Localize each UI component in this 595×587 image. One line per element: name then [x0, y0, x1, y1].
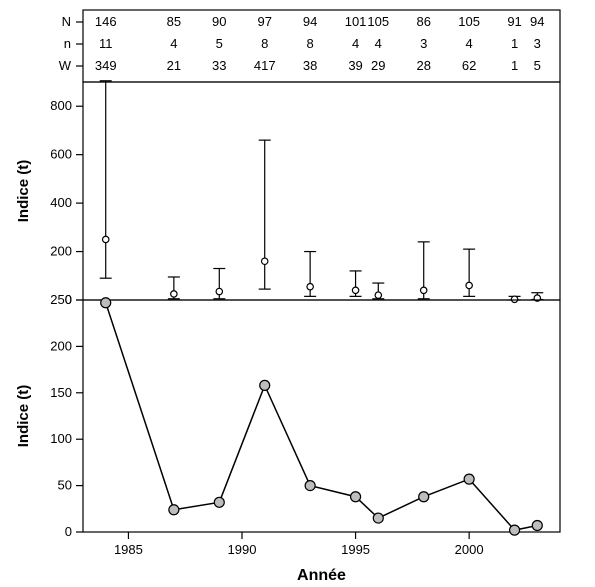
- header-cell: 4: [352, 36, 359, 51]
- header-cell: 417: [254, 58, 276, 73]
- point-marker: [375, 292, 381, 298]
- header-cell: 91: [507, 14, 521, 29]
- header-cell: 33: [212, 58, 226, 73]
- header-cell: 5: [534, 58, 541, 73]
- header-cell: 90: [212, 14, 226, 29]
- header-cell: 94: [530, 14, 544, 29]
- header-cell: 3: [420, 36, 427, 51]
- ytick-label: 200: [50, 244, 72, 259]
- point-marker: [421, 287, 427, 293]
- header-cell: 38: [303, 58, 317, 73]
- header-row-label: N: [62, 14, 71, 29]
- point-marker: [305, 481, 315, 491]
- point-marker: [373, 513, 383, 523]
- header-cell: 5: [216, 36, 223, 51]
- header-cell: 97: [257, 14, 271, 29]
- ytick-label: 400: [50, 195, 72, 210]
- ytick-label: 200: [50, 338, 72, 353]
- point-marker: [307, 283, 313, 289]
- header-cell: 4: [375, 36, 382, 51]
- xtick-label: 1985: [114, 542, 143, 557]
- point-marker: [352, 287, 358, 293]
- point-marker: [101, 298, 111, 308]
- header-cell: 4: [466, 36, 473, 51]
- point-marker: [216, 288, 222, 294]
- header-cell: 1: [511, 36, 518, 51]
- header-cell: 3: [534, 36, 541, 51]
- header-cell: 8: [307, 36, 314, 51]
- point-marker: [351, 492, 361, 502]
- point-marker: [464, 474, 474, 484]
- ytick-label: 150: [50, 385, 72, 400]
- header-cell: 4: [170, 36, 177, 51]
- point-marker: [511, 296, 517, 302]
- point-marker: [103, 236, 109, 242]
- x-axis-label: Année: [297, 567, 346, 584]
- point-marker: [510, 525, 520, 535]
- point-marker: [419, 492, 429, 502]
- point-marker: [532, 521, 542, 531]
- header-cell: 39: [348, 58, 362, 73]
- point-marker: [466, 282, 472, 288]
- y-axis-label: Indice (t): [15, 385, 32, 448]
- ytick-label: 800: [50, 98, 72, 113]
- header-cell: 86: [416, 14, 430, 29]
- point-marker: [262, 258, 268, 264]
- point-marker: [260, 380, 270, 390]
- header-row-label: W: [59, 58, 72, 73]
- header-cell: 21: [167, 58, 181, 73]
- header-cell: 101: [345, 14, 367, 29]
- header-cell: 28: [416, 58, 430, 73]
- ytick-label: 50: [58, 478, 72, 493]
- xtick-label: 1990: [228, 542, 257, 557]
- header-cell: 29: [371, 58, 385, 73]
- xtick-label: 2000: [455, 542, 484, 557]
- point-marker: [171, 291, 177, 297]
- header-cell: 146: [95, 14, 117, 29]
- header-row-label: n: [64, 36, 71, 51]
- header-cell: 8: [261, 36, 268, 51]
- point-marker: [169, 505, 179, 515]
- header-cell: 94: [303, 14, 317, 29]
- figure-container: N14685909794101105861059194n114588443413…: [0, 0, 595, 587]
- ytick-label: 600: [50, 147, 72, 162]
- header-cell: 349: [95, 58, 117, 73]
- header-cell: 62: [462, 58, 476, 73]
- header-cell: 11: [99, 36, 113, 51]
- header-cell: 105: [367, 14, 389, 29]
- ytick-label: 250: [50, 292, 72, 307]
- point-marker: [214, 497, 224, 507]
- ytick-label: 100: [50, 431, 72, 446]
- header-cell: 105: [458, 14, 480, 29]
- header-cell: 85: [167, 14, 181, 29]
- y-axis-label: Indice (t): [15, 160, 32, 223]
- header-cell: 1: [511, 58, 518, 73]
- xtick-label: 1995: [341, 542, 370, 557]
- ytick-label: 0: [65, 524, 72, 539]
- figure-svg: N14685909794101105861059194n114588443413…: [0, 0, 595, 587]
